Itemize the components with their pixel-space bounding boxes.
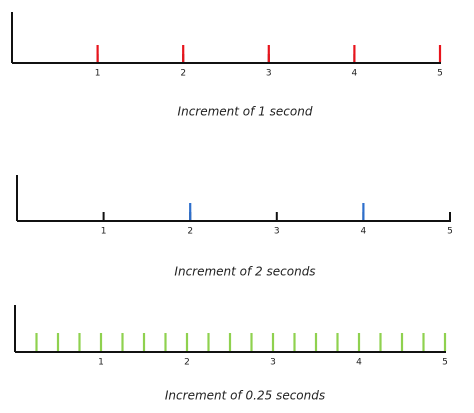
tick-label: 2 — [184, 358, 190, 368]
tick-label: 4 — [356, 358, 362, 368]
tick-label: 5 — [447, 227, 453, 237]
tick-label: 3 — [274, 227, 280, 237]
caption: Increment of 0.25 seconds — [165, 389, 325, 403]
tick-label: 4 — [352, 69, 358, 79]
tick-label: 1 — [95, 69, 101, 79]
caption: Increment of 2 seconds — [174, 265, 315, 279]
tick-label: 3 — [266, 69, 272, 79]
tick-label: 1 — [101, 227, 107, 237]
tick-label: 5 — [437, 69, 443, 79]
tick-label: 4 — [361, 227, 367, 237]
tick-label: 3 — [270, 358, 276, 368]
tick-label: 2 — [187, 227, 193, 237]
tick-label: 1 — [98, 358, 104, 368]
tick-label: 2 — [180, 69, 186, 79]
tick-label: 5 — [442, 358, 448, 368]
caption: Increment of 1 second — [178, 105, 313, 119]
